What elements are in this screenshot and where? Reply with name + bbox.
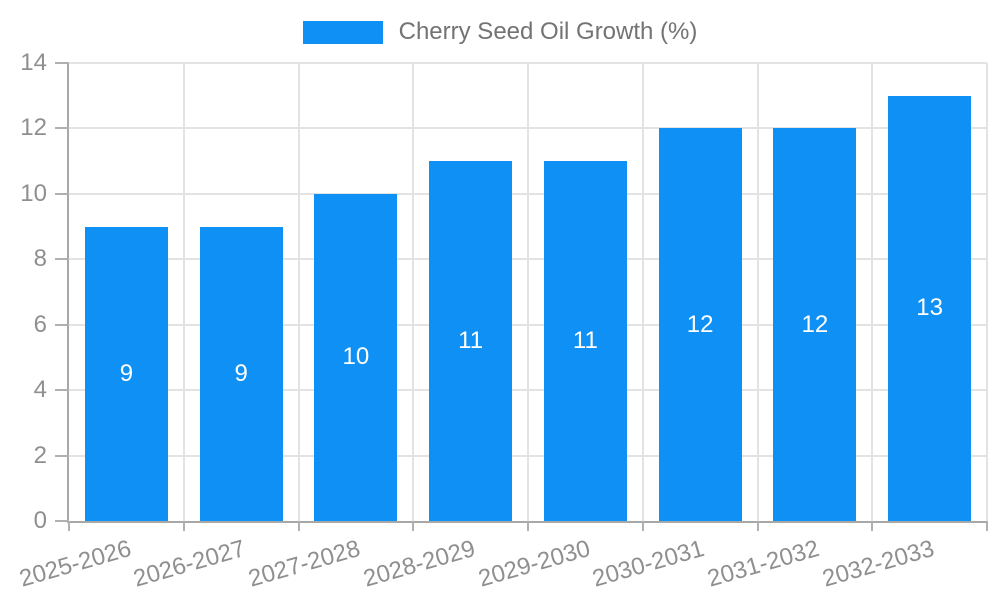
x-tick-label: 2029-2030 bbox=[475, 535, 593, 593]
y-axis-tick bbox=[55, 520, 69, 522]
legend-label: Cherry Seed Oil Growth (%) bbox=[398, 18, 698, 45]
y-tick-label: 2 bbox=[33, 441, 47, 469]
gridline-vertical bbox=[182, 63, 185, 521]
x-tick-label: 2028-2029 bbox=[360, 535, 479, 593]
plot-area: 9 9 10 11 11 12 12 13 bbox=[55, 62, 988, 531]
legend-swatch[interactable] bbox=[302, 20, 383, 44]
bar-2025-2026[interactable]: 9 bbox=[84, 226, 168, 521]
bar-value-label: 9 bbox=[119, 359, 134, 387]
y-axis-tick bbox=[55, 192, 69, 195]
bar-2027-2028[interactable]: 10 bbox=[314, 193, 398, 521]
y-tick-label: 10 bbox=[20, 179, 47, 207]
bar-2031-2032[interactable]: 12 bbox=[773, 128, 857, 521]
bar-value-label: 13 bbox=[916, 294, 943, 322]
gridline-vertical bbox=[756, 63, 759, 521]
bar-value-label: 10 bbox=[342, 343, 370, 371]
y-axis-tick bbox=[55, 323, 69, 326]
y-tick-label: 12 bbox=[20, 114, 47, 142]
bar-2032-2033[interactable]: 13 bbox=[888, 95, 972, 521]
bar-2029-2030[interactable]: 11 bbox=[543, 161, 627, 521]
x-tick-label: 2032-2033 bbox=[819, 535, 938, 593]
x-axis-tick bbox=[986, 521, 988, 531]
x-tick-label: 2031-2032 bbox=[704, 535, 823, 593]
gridline-vertical bbox=[641, 63, 644, 521]
bar-2026-2027[interactable]: 9 bbox=[199, 226, 283, 521]
x-axis-tick bbox=[412, 521, 415, 531]
x-tick-label: 2027-2028 bbox=[245, 535, 364, 593]
x-tick-label: 2025-2026 bbox=[16, 535, 134, 593]
y-tick-label: 14 bbox=[20, 49, 47, 76]
x-axis-tick bbox=[756, 521, 759, 531]
y-axis-tick bbox=[55, 62, 69, 64]
x-axis-tick bbox=[527, 521, 529, 531]
bar-value-label: 12 bbox=[686, 310, 714, 338]
x-axis-tick bbox=[641, 521, 644, 531]
gridline-vertical bbox=[986, 63, 988, 521]
y-axis-tick bbox=[55, 258, 69, 261]
y-axis-tick bbox=[55, 127, 69, 130]
bar-value-label: 9 bbox=[234, 359, 248, 387]
gridline-vertical bbox=[527, 63, 529, 521]
gridline-vertical bbox=[412, 63, 415, 521]
y-tick-label: 4 bbox=[33, 376, 47, 404]
gridline-vertical bbox=[871, 63, 874, 521]
y-axis-tick bbox=[55, 389, 69, 392]
y-tick-label: 6 bbox=[33, 310, 47, 338]
gridline-vertical bbox=[297, 63, 300, 521]
bar-value-label: 11 bbox=[572, 327, 598, 355]
bar-2030-2031[interactable]: 12 bbox=[658, 128, 742, 521]
x-tick-label: 2026-2027 bbox=[130, 535, 249, 593]
chart-legend[interactable]: Cherry Seed Oil Growth (%) bbox=[0, 17, 1000, 47]
bar-2028-2029[interactable]: 11 bbox=[429, 161, 513, 521]
x-axis-tick bbox=[871, 521, 874, 531]
x-axis-tick bbox=[297, 521, 300, 531]
x-axis-tick bbox=[182, 521, 185, 531]
x-axis-tick bbox=[68, 521, 70, 531]
y-tick-label: 0 bbox=[33, 507, 47, 534]
y-axis-tick bbox=[55, 454, 69, 457]
bar-value-label: 11 bbox=[458, 327, 484, 355]
y-tick-label: 8 bbox=[33, 245, 47, 273]
bar-value-label: 12 bbox=[801, 310, 829, 338]
x-tick-label: 2030-2031 bbox=[589, 535, 708, 593]
